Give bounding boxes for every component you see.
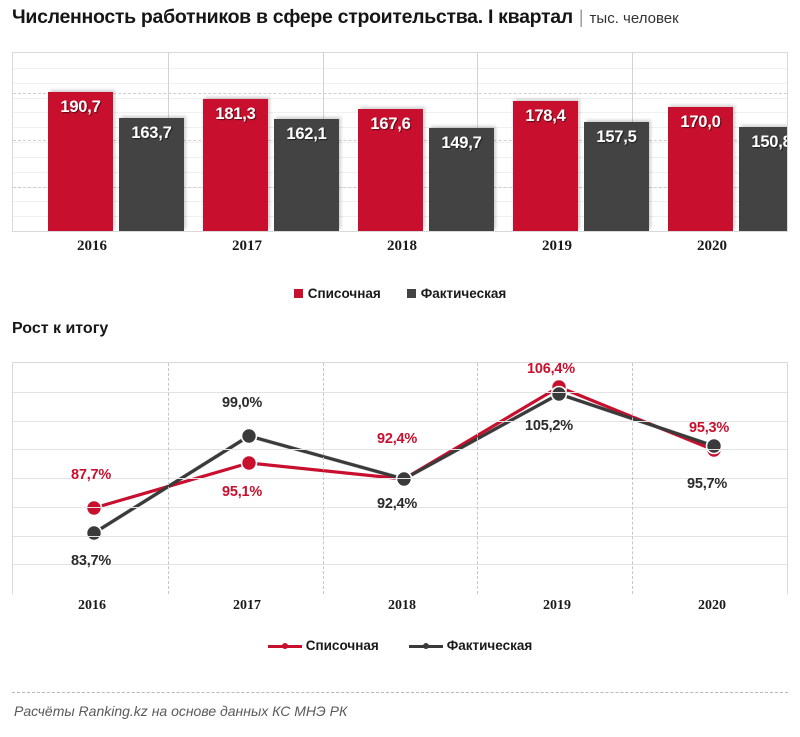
bar-value-label: 178,4	[525, 107, 566, 125]
line-chart-svg	[85, 378, 723, 542]
line-gridline	[13, 449, 787, 450]
spisochnaya-data-point[interactable]	[240, 454, 258, 472]
footer-source-note: Расчёты Ranking.kz на основе данных КС М…	[14, 703, 348, 719]
bar-value-label: 190,7	[60, 98, 101, 116]
line-gridline	[13, 421, 787, 422]
title-separator: |	[578, 7, 584, 27]
legend-label: Списочная	[307, 286, 381, 301]
title-unit-label: тыс. человек	[589, 10, 679, 27]
page-header: Численность работников в сфере строитель…	[12, 6, 792, 36]
bar-chart-legend: Списочная Фактическая	[0, 286, 800, 301]
page-title: Численность работников в сфере строитель…	[12, 6, 573, 28]
legend-label: Списочная	[305, 638, 379, 653]
fakticheskaya-line	[93, 392, 715, 535]
bar-spisochnaya[interactable]: 190,7	[48, 92, 113, 231]
line-gridline	[13, 478, 787, 479]
line-gridline	[13, 392, 787, 393]
bar-value-label: 181,3	[215, 105, 256, 123]
line-chart-x-axis: 2016 2017 2018 2019 2020	[12, 598, 788, 620]
bar-value-label: 150,8	[751, 133, 788, 151]
fakticheskaya-data-point[interactable]	[85, 524, 103, 542]
bar-group: 167,6 149,7	[340, 53, 495, 231]
fakticheskaya-data-point[interactable]	[550, 385, 568, 403]
footer-divider	[12, 692, 788, 693]
bar-fakticheskaya[interactable]: 163,7	[119, 118, 184, 231]
bar-fakticheskaya[interactable]: 150,8	[739, 127, 788, 231]
bar-spisochnaya[interactable]: 170,0	[668, 107, 733, 231]
line-point-value-label: 83,7%	[71, 553, 112, 569]
bar-x-tick-label: 2016	[77, 238, 107, 254]
line-point-value-label: 105,2%	[525, 418, 573, 434]
fakticheskaya-markers	[85, 385, 723, 542]
line-point-value-label: 95,7%	[687, 476, 728, 492]
bar-gridline	[13, 98, 787, 99]
legend-item[interactable]: Фактическая	[406, 286, 507, 301]
fakticheskaya-data-point[interactable]	[240, 427, 258, 445]
bar-fakticheskaya[interactable]: 157,5	[584, 122, 649, 231]
legend-label: Фактическая	[420, 286, 507, 301]
bar-value-label: 163,7	[131, 124, 172, 142]
line-gridline	[13, 564, 787, 565]
bar-value-label: 167,6	[370, 115, 411, 133]
fakticheskaya-data-point[interactable]	[705, 437, 723, 455]
line-point-value-label: 99,0%	[222, 395, 263, 411]
bar-fakticheskaya[interactable]: 149,7	[429, 128, 494, 231]
bar-spisochnaya[interactable]: 167,6	[358, 109, 423, 231]
line-point-value-label: 95,3%	[689, 420, 730, 436]
legend-item[interactable]: Фактическая	[408, 638, 533, 653]
line-category-separator	[632, 363, 633, 594]
bar-group: 170,0 150,8	[650, 53, 788, 231]
bar-chart-x-axis: 2016 2017 2018 2019 2020	[12, 238, 788, 260]
bar-value-label: 149,7	[441, 134, 482, 152]
line-category-separator	[323, 363, 324, 594]
line-x-tick-label: 2019	[543, 598, 571, 613]
legend-line-marker-icon	[267, 641, 302, 651]
bar-value-label: 162,1	[286, 125, 327, 143]
bar-x-tick-label: 2020	[697, 238, 727, 254]
bar-spisochnaya[interactable]: 178,4	[513, 101, 578, 231]
line-chart-legend: Списочная Фактическая	[0, 638, 800, 653]
legend-label: Фактическая	[446, 638, 533, 653]
spisochnaya-line	[93, 385, 715, 510]
bar-fakticheskaya[interactable]: 162,1	[274, 119, 339, 231]
line-x-tick-label: 2020	[698, 598, 726, 613]
bar-x-tick-label: 2018	[387, 238, 417, 254]
line-point-value-label: 95,1%	[222, 484, 263, 500]
bar-x-tick-label: 2019	[542, 238, 572, 254]
line-chart-plot-area: 87,7% 95,1% 92,4% 106,4% 95,3% 83,7% 99,0% 92,4…	[12, 361, 788, 594]
bar-gridline	[13, 68, 787, 69]
bar-value-label: 157,5	[596, 128, 637, 146]
line-x-tick-label: 2017	[233, 598, 261, 613]
bar-group: 181,3 162,1	[185, 53, 340, 231]
line-category-separator	[477, 363, 478, 594]
bar-gridline-dashed	[13, 93, 787, 94]
line-point-value-label: 106,4%	[527, 361, 575, 377]
section-title-growth: Рост к итогу	[12, 320, 109, 337]
bar-group: 178,4 157,5	[495, 53, 650, 231]
bar-group: 190,7 163,7	[30, 53, 185, 231]
line-gridline	[13, 536, 787, 537]
line-category-separator	[168, 363, 169, 594]
bar-value-label: 170,0	[680, 113, 721, 131]
spisochnaya-data-point[interactable]	[85, 499, 103, 517]
legend-line-marker-icon	[408, 641, 443, 651]
bar-gridline	[13, 83, 787, 84]
bar-x-tick-label: 2017	[232, 238, 262, 254]
fakticheskaya-data-point[interactable]	[395, 470, 413, 488]
line-point-value-label: 92,4%	[377, 496, 418, 512]
legend-item[interactable]: Списочная	[293, 286, 381, 301]
legend-item[interactable]: Списочная	[267, 638, 379, 653]
legend-swatch-icon	[293, 289, 303, 298]
line-point-value-label: 87,7%	[71, 467, 112, 483]
line-x-tick-label: 2018	[388, 598, 416, 613]
line-gridline	[13, 507, 787, 508]
bar-spisochnaya[interactable]: 181,3	[203, 99, 268, 231]
line-x-tick-label: 2016	[78, 598, 106, 613]
line-point-value-label: 92,4%	[377, 431, 418, 447]
legend-swatch-icon	[406, 289, 416, 298]
bar-chart-plot-area: 190,7 163,7 181,3 162,1 167,6 149,7 178,4 157,5…	[12, 52, 788, 232]
